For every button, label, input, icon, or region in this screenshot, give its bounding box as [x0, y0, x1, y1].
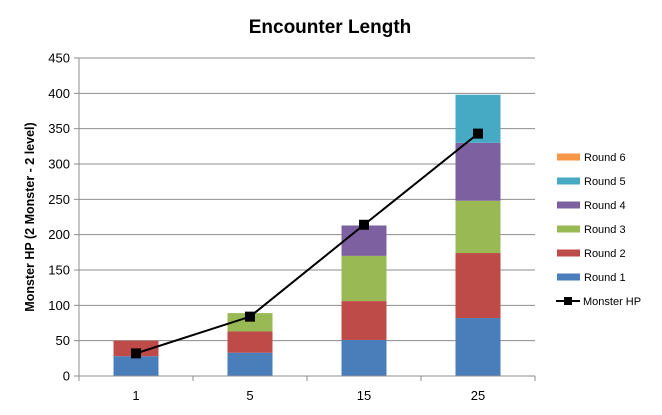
x-tick-label: 15: [357, 388, 371, 403]
y-tick-label: 0: [63, 369, 70, 384]
y-tick-label: 350: [48, 121, 70, 136]
legend-swatch-round-1: [557, 273, 580, 281]
y-axis-label: Monster HP (2 Monster - 2 level): [23, 122, 37, 311]
legend-marker-swatch: [564, 297, 572, 305]
bar-segment-round-2: [227, 331, 273, 353]
monster-hp-marker: [245, 311, 255, 322]
bar-segment-round-2: [455, 253, 501, 319]
legend-swatch-round-4: [557, 201, 580, 209]
x-tick-label: 5: [246, 388, 253, 403]
monster-hp-marker: [473, 128, 483, 139]
legend-label-monster-hp: Monster HP: [583, 296, 641, 308]
bar-segment-round-4: [455, 142, 501, 201]
bar-layer: [113, 94, 501, 376]
line-layer: [131, 128, 483, 359]
bar-segment-round-3: [455, 200, 501, 254]
legend-label-round-4: Round 4: [584, 200, 626, 212]
y-tick-label: 250: [48, 192, 70, 207]
y-tick-label: 100: [48, 298, 70, 313]
y-tick-label: 50: [56, 333, 70, 348]
bar-segment-round-1: [227, 352, 273, 376]
bar-segment-round-4: [341, 225, 387, 256]
legend-label-round-3: Round 3: [584, 224, 626, 236]
legend-label-round-6: Round 6: [584, 152, 626, 164]
x-tick-label: 1: [132, 388, 139, 403]
bar-segment-round-2: [341, 301, 387, 340]
legend-swatch-round-6: [557, 153, 580, 161]
legend-swatch-round-5: [557, 177, 580, 185]
y-tick-label: 450: [48, 51, 70, 66]
bar-segment-round-1: [341, 339, 387, 376]
monster-hp-marker: [131, 348, 141, 359]
grid-layer: [79, 57, 535, 342]
legend-label-round-2: Round 2: [584, 248, 626, 260]
legend-swatch-round-2: [557, 249, 580, 257]
legend-label-round-5: Round 5: [584, 176, 626, 188]
bar-segment-round-1: [455, 318, 501, 376]
monster-hp-line: [135, 132, 479, 355]
y-tick-label: 200: [48, 227, 70, 242]
chart-title: Encounter Length: [249, 17, 412, 38]
bar-segment-round-1: [113, 356, 159, 376]
legend: Round 6 Round 5 Round 4 Round 3 Round 2 Round…: [556, 152, 641, 308]
y-tick-label: 300: [48, 157, 70, 172]
bar-segment-round-3: [341, 255, 387, 302]
legend-label-round-1: Round 1: [584, 272, 626, 284]
y-tick-label: 400: [48, 86, 70, 101]
bar-segment-round-3: [227, 313, 273, 332]
monster-hp-marker: [359, 219, 369, 230]
y-tick-label: 150: [48, 263, 70, 278]
x-tick-label: 25: [471, 388, 485, 403]
legend-swatch-round-3: [557, 225, 580, 233]
